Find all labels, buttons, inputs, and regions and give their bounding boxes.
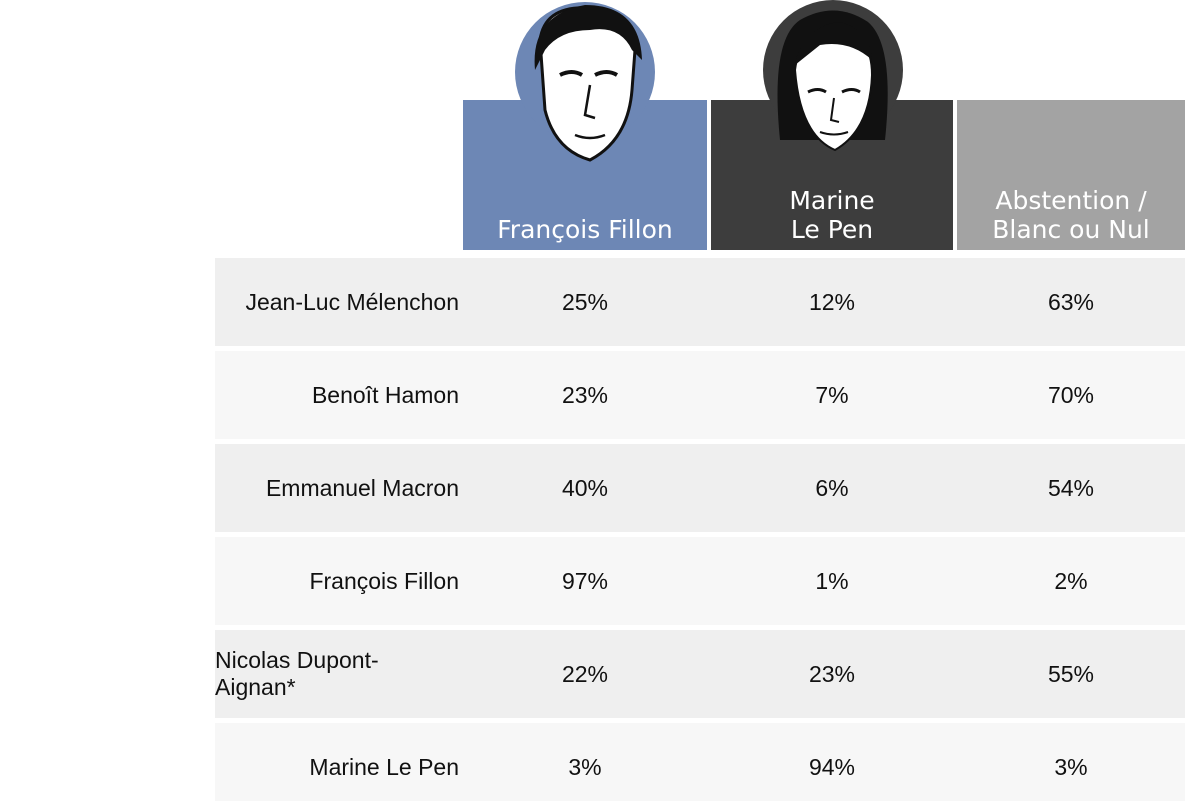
- cell-value: 12%: [808, 288, 856, 315]
- table-row: Jean-Luc Mélenchon 25% 12% 63%: [215, 258, 1185, 346]
- cell-value: 2%: [1054, 567, 1088, 594]
- row-label: Benoît Hamon: [311, 381, 459, 408]
- table-row: François Fillon 97% 1% 2%: [215, 537, 1185, 625]
- cell-value: 97%: [561, 567, 609, 594]
- column-header-line: Marine: [789, 186, 875, 215]
- cell-value: 1%: [815, 567, 849, 594]
- cell-value: 94%: [808, 753, 856, 780]
- cell-value: 70%: [1047, 381, 1095, 408]
- cell-value: 23%: [808, 660, 856, 687]
- table-row: Marine Le Pen 3% 94% 3%: [215, 723, 1185, 801]
- row-label: Nicolas Dupont-Aignan*: [215, 647, 379, 700]
- row-label: Emmanuel Macron: [265, 474, 459, 501]
- table-row: Nicolas Dupont-Aignan* 22% 23% 55%: [215, 630, 1185, 718]
- cell-value: 3%: [568, 753, 602, 780]
- cell-value: 22%: [561, 660, 609, 687]
- column-header-line: Abstention /: [995, 186, 1147, 215]
- cell-value: 6%: [815, 474, 849, 501]
- portraits: [515, 0, 903, 162]
- column-header-line: Le Pen: [790, 215, 874, 244]
- cell-value: 63%: [1047, 288, 1095, 315]
- cell-value: 3%: [1054, 753, 1088, 780]
- row-label: François Fillon: [309, 567, 459, 594]
- cell-value: 23%: [561, 381, 609, 408]
- portrait-fillon: [515, 2, 655, 162]
- cell-value: 7%: [815, 381, 849, 408]
- row-label: Jean-Luc Mélenchon: [245, 288, 459, 315]
- table-row: Emmanuel Macron 40% 6% 54%: [215, 444, 1185, 532]
- cell-value: 25%: [561, 288, 609, 315]
- table-row: Benoît Hamon 23% 7% 70%: [215, 351, 1185, 439]
- column-header-line: Blanc ou Nul: [992, 215, 1150, 244]
- portrait-lepen: [763, 0, 903, 152]
- cell-value: 54%: [1047, 474, 1095, 501]
- row-label: Marine Le Pen: [309, 753, 459, 780]
- column-header: Marine Le Pen: [711, 100, 953, 250]
- cell-value: 55%: [1047, 660, 1095, 687]
- column-header-line: François Fillon: [497, 215, 673, 244]
- cell-value: 40%: [561, 474, 609, 501]
- column-header: Abstention / Blanc ou Nul: [957, 100, 1185, 250]
